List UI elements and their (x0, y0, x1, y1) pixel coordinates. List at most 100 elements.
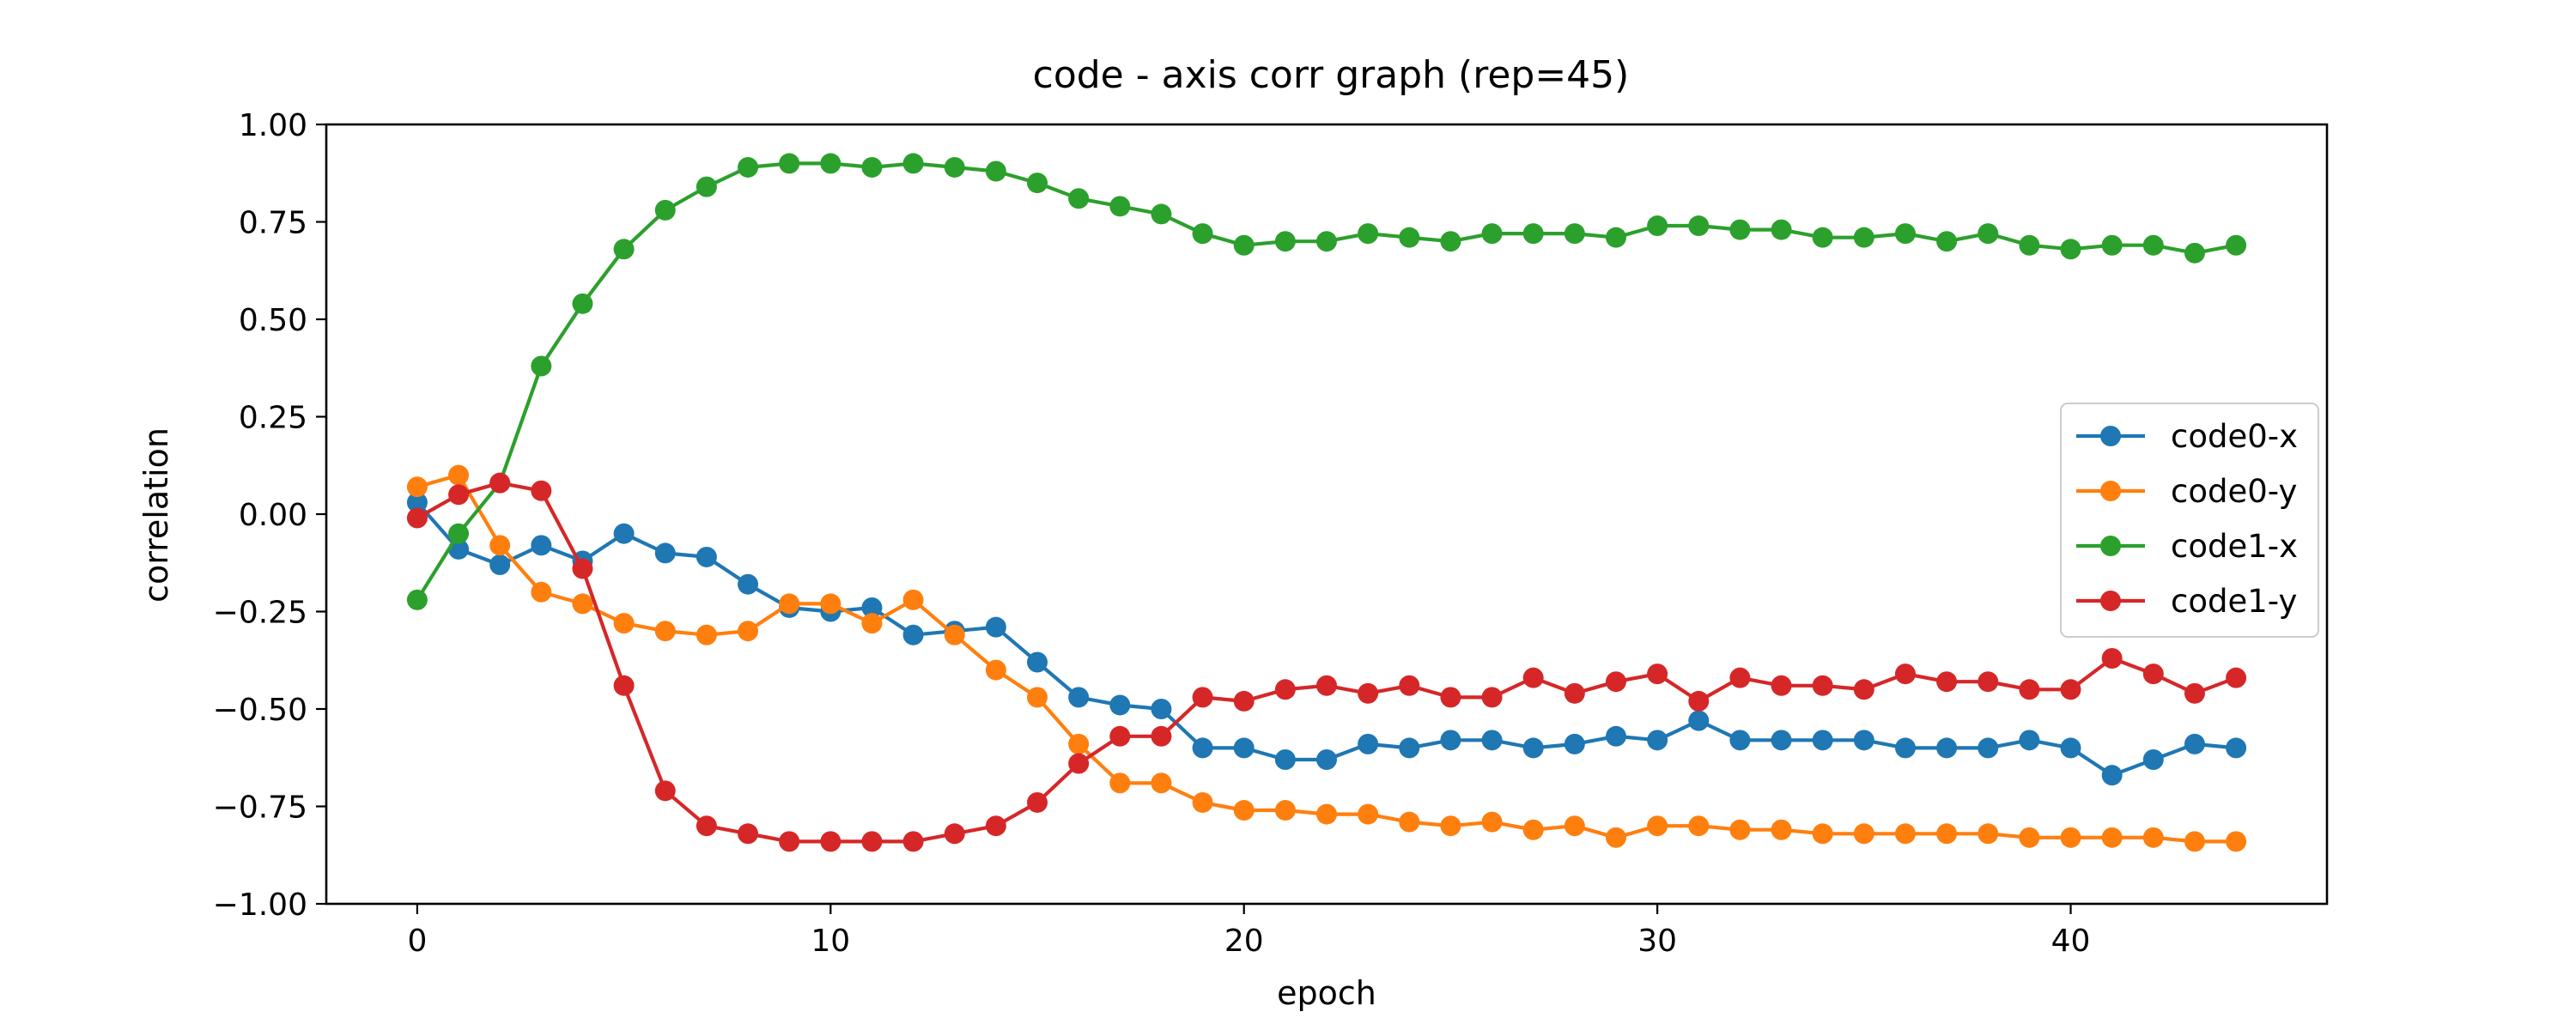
data-point (1399, 675, 1420, 696)
data-point (1605, 827, 1626, 848)
data-point (1894, 663, 1916, 685)
series-code0-y (406, 464, 2247, 852)
data-point (572, 593, 593, 615)
data-point (2226, 667, 2247, 688)
data-point (531, 480, 552, 501)
data-point (902, 153, 924, 174)
y-axis: 1.00 0.75 0.50 0.25 0.00 −0.25 −0.50 −0.75 −1.00 (213, 108, 326, 923)
data-point (1068, 188, 1090, 209)
data-point (1481, 223, 1503, 245)
data-point (1771, 730, 1792, 751)
data-point (820, 831, 841, 852)
data-point (738, 156, 759, 178)
data-point (779, 831, 800, 852)
data-point (1978, 223, 1999, 245)
data-point (1853, 823, 1874, 845)
data-point (738, 621, 759, 642)
data-point (696, 546, 717, 567)
data-point (2101, 234, 2123, 256)
data-point (654, 542, 676, 564)
data-point (902, 589, 924, 610)
data-point (1936, 231, 1958, 252)
data-point (2226, 234, 2247, 256)
data-point (696, 815, 717, 837)
plot-area (406, 153, 2247, 852)
data-point (1812, 823, 1833, 845)
data-point (1192, 737, 1213, 759)
data-point (696, 624, 717, 645)
data-point (1812, 675, 1833, 696)
data-point (1027, 173, 1048, 194)
data-point (1440, 687, 1461, 708)
data-point (2226, 737, 2247, 759)
data-point (1274, 679, 1296, 700)
data-point (613, 613, 635, 634)
legend-marker (2100, 591, 2121, 611)
data-point (1316, 803, 1337, 825)
data-point (1151, 203, 1172, 225)
data-point (1894, 223, 1916, 245)
data-point (2184, 831, 2205, 852)
data-point (1316, 231, 1337, 252)
data-point (1358, 682, 1379, 704)
legend: code0-x code0-y code1-x code1-y (2060, 403, 2319, 638)
data-point (861, 156, 883, 178)
data-point (1316, 675, 1337, 696)
data-point (2184, 733, 2205, 754)
data-point (2101, 647, 2123, 669)
data-point (1894, 823, 1916, 845)
data-point (2184, 242, 2205, 264)
data-point (654, 199, 676, 221)
legend-label: code1-y (2171, 583, 2297, 620)
data-point (944, 156, 965, 178)
data-point (2019, 730, 2040, 751)
data-point (2142, 749, 2164, 771)
data-point (2060, 679, 2081, 700)
data-point (696, 176, 717, 197)
x-tick-label: 20 (1224, 924, 1264, 959)
legend-item: code0-y (2076, 473, 2297, 510)
data-point (1481, 811, 1503, 833)
data-point (1688, 710, 1710, 731)
data-point (448, 523, 470, 544)
data-point (406, 589, 428, 610)
data-point (406, 476, 428, 498)
data-point (613, 523, 635, 544)
x-tick-label: 40 (2051, 924, 2091, 959)
data-point (1233, 737, 1255, 759)
y-tick-label: 0.00 (239, 498, 307, 533)
data-point (902, 624, 924, 645)
data-point (1440, 231, 1461, 252)
x-axis: 0 10 20 30 40 (407, 904, 2090, 959)
data-point (985, 161, 1006, 182)
data-point (531, 355, 552, 377)
legend-item: code1-x (2076, 528, 2298, 565)
data-point (2142, 827, 2164, 848)
data-point (820, 153, 841, 174)
data-point (1399, 811, 1420, 833)
data-point (1564, 223, 1585, 245)
data-point (1729, 219, 1751, 240)
data-point (406, 507, 428, 529)
legend-label: code0-y (2171, 473, 2297, 510)
data-point (2101, 827, 2123, 848)
data-point (1109, 772, 1131, 794)
data-point (1440, 815, 1461, 837)
series-code1-x (406, 153, 2247, 610)
data-point (1233, 234, 1255, 256)
data-point (1647, 730, 1668, 751)
data-point (2019, 827, 2040, 848)
data-point (1564, 682, 1585, 704)
data-point (531, 581, 552, 603)
legend-marker (2100, 536, 2121, 556)
data-point (1978, 671, 1999, 693)
x-tick-label: 10 (811, 924, 850, 959)
data-point (1233, 800, 1255, 821)
data-point (489, 554, 511, 576)
data-point (861, 613, 883, 634)
data-point (489, 535, 511, 556)
data-point (1274, 231, 1296, 252)
data-point (1522, 737, 1544, 759)
data-point (1358, 223, 1379, 245)
